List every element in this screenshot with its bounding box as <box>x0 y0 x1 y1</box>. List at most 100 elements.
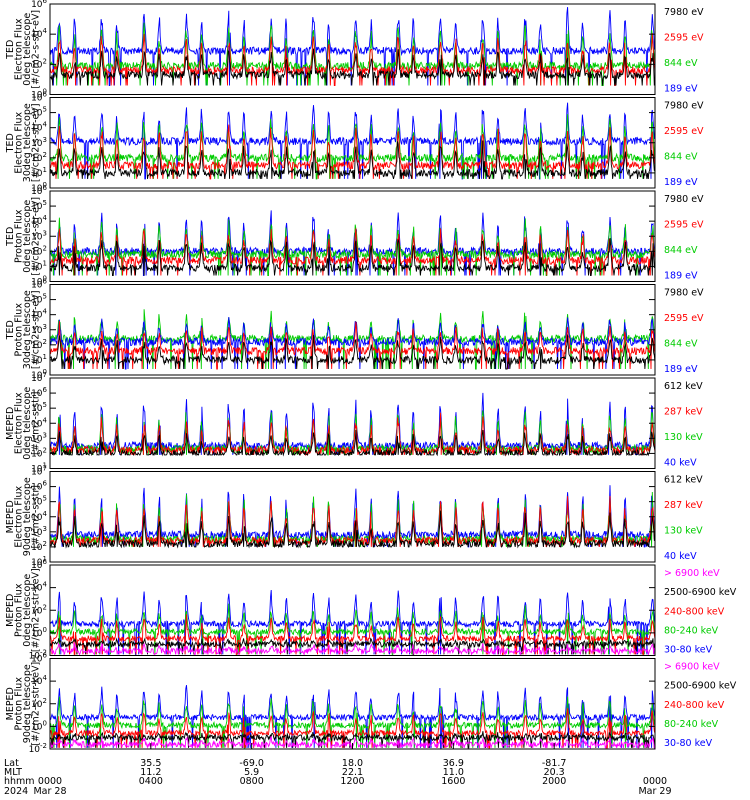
legend-entry: 2595 eV <box>664 33 704 44</box>
series-line-4 <box>50 603 655 655</box>
x-tick-label: -81.7 <box>542 758 567 769</box>
y-tick-label: 106 <box>31 480 47 493</box>
y-tick-label: 104 <box>31 581 47 594</box>
y-axis-label: MEPED <box>5 407 16 440</box>
y-tick-label: 104 <box>31 121 47 134</box>
x-tick-label: 2000 <box>542 776 566 787</box>
y-axis-label: 90deg telescope <box>22 477 33 556</box>
y-axis-label: [#/cm2-s-str-eV] <box>31 10 42 89</box>
y-axis-label: MEPED <box>5 500 16 533</box>
y-axis-label: Proton Flux <box>14 583 25 637</box>
legend-entry: 7980 eV <box>664 194 704 205</box>
y-axis-label: Electron Flux <box>14 112 25 174</box>
y-tick-label: 106 <box>31 91 47 104</box>
legend-entry: 240-800 keV <box>664 700 725 711</box>
legend-entry: 80-240 keV <box>664 625 719 636</box>
y-tick-label: 102 <box>31 446 47 459</box>
x-tick-label: 18.0 <box>342 758 363 769</box>
series-line-4 <box>50 485 655 548</box>
series-line-4 <box>50 316 655 370</box>
legend-entry: 2595 eV <box>664 313 704 324</box>
y-tick-label: 101 <box>31 555 47 568</box>
y-tick-label: 105 <box>31 495 47 508</box>
series-line-2 <box>50 33 655 86</box>
y-axis-label: Proton Flux <box>14 209 25 263</box>
series-line-3 <box>50 114 655 180</box>
x-tick-label: 0000 <box>38 776 62 787</box>
series-line-3 <box>50 708 655 749</box>
series-line-2 <box>50 124 655 180</box>
legend-entry: 2500-6900 keV <box>664 587 737 598</box>
x-row-label: hhmm <box>4 776 35 787</box>
legend-entry: 40 keV <box>664 458 697 469</box>
series-line-1 <box>50 48 655 86</box>
series-line-1 <box>50 334 655 370</box>
y-tick-label: 105 <box>31 293 47 306</box>
y-axis-label: 0deg telescope <box>22 200 33 273</box>
y-axis-label: [#/cm2-s-str-eV] <box>31 290 42 369</box>
y-tick-label: 10-2 <box>29 649 47 662</box>
x-tick-label: 11.0 <box>443 767 464 778</box>
y-tick-label: 100 <box>31 719 47 732</box>
legend-entry: > 6900 keV <box>664 662 720 673</box>
y-tick-label: 100 <box>31 88 47 101</box>
y-tick-label: 106 <box>31 278 47 291</box>
y-axis-label: [#/cm2-s-str] <box>31 485 42 548</box>
y-tick-label: 101 <box>31 353 47 366</box>
x-tick-label: 22.1 <box>342 767 363 778</box>
y-axis-label: 30deg telescope <box>22 290 33 369</box>
y-axis-label: 30deg telescope <box>22 103 33 182</box>
y-axis-label: [#/cm2-s-str-keV] <box>31 662 42 746</box>
y-axis-label: [#/cm2-s-str-keV] <box>31 568 42 652</box>
legend-entry: 287 keV <box>664 500 703 511</box>
series-line-4 <box>50 392 655 455</box>
y-tick-label: 101 <box>31 166 47 179</box>
y-tick-label: 104 <box>31 308 47 321</box>
legend-entry: 189 eV <box>664 364 698 375</box>
series-line-1 <box>50 429 655 457</box>
x-row-label: Lat <box>4 758 19 769</box>
series-line-2 <box>50 412 655 457</box>
y-tick-label: 102 <box>31 244 47 257</box>
y-tick-label: 102 <box>31 697 47 710</box>
x-row-label: MLT <box>4 767 22 778</box>
y-tick-label: 104 <box>31 674 47 687</box>
legend-entry: 2595 eV <box>664 126 704 137</box>
legend-entry: 2500-6900 keV <box>664 681 737 692</box>
legend-entry: 30-80 keV <box>664 738 713 749</box>
legend-entry: 80-240 keV <box>664 719 719 730</box>
y-axis-label: 0deg telescope <box>22 13 33 86</box>
x-tick-label: -69.0 <box>239 758 264 769</box>
x-tick-label: 20.3 <box>544 767 565 778</box>
y-tick-label: 107 <box>31 465 47 478</box>
legend-entry: 240-800 keV <box>664 606 725 617</box>
legend-entry: 844 eV <box>664 58 698 69</box>
y-tick-label: 106 <box>31 184 47 197</box>
plot-frame <box>49 377 656 469</box>
y-axis-label: 90deg telescope <box>22 664 33 743</box>
y-tick-label: 106 <box>31 558 47 571</box>
series-line-2 <box>50 495 655 548</box>
legend-entry: 844 eV <box>664 152 698 163</box>
y-axis-label: TED <box>5 227 16 247</box>
series-line-1 <box>50 238 655 276</box>
y-axis-label: 0deg telescope <box>22 574 33 647</box>
y-tick-label: 100 <box>31 368 47 381</box>
y-tick-label: 100 <box>31 275 47 288</box>
y-tick-label: 102 <box>31 338 47 351</box>
series-line-1 <box>50 510 655 549</box>
series-line-4 <box>50 696 655 749</box>
series-line-4 <box>50 7 655 86</box>
series-line-2 <box>50 731 655 749</box>
y-tick-label: 102 <box>31 57 47 70</box>
y-tick-label: 103 <box>31 229 47 242</box>
x-tick-label: 0000 <box>643 776 667 787</box>
y-tick-label: 104 <box>31 27 47 40</box>
x-row-label: 2024 <box>4 786 28 797</box>
y-tick-label: 102 <box>31 151 47 164</box>
x-tick-label: 1600 <box>441 776 465 787</box>
y-tick-label: 105 <box>31 106 47 119</box>
